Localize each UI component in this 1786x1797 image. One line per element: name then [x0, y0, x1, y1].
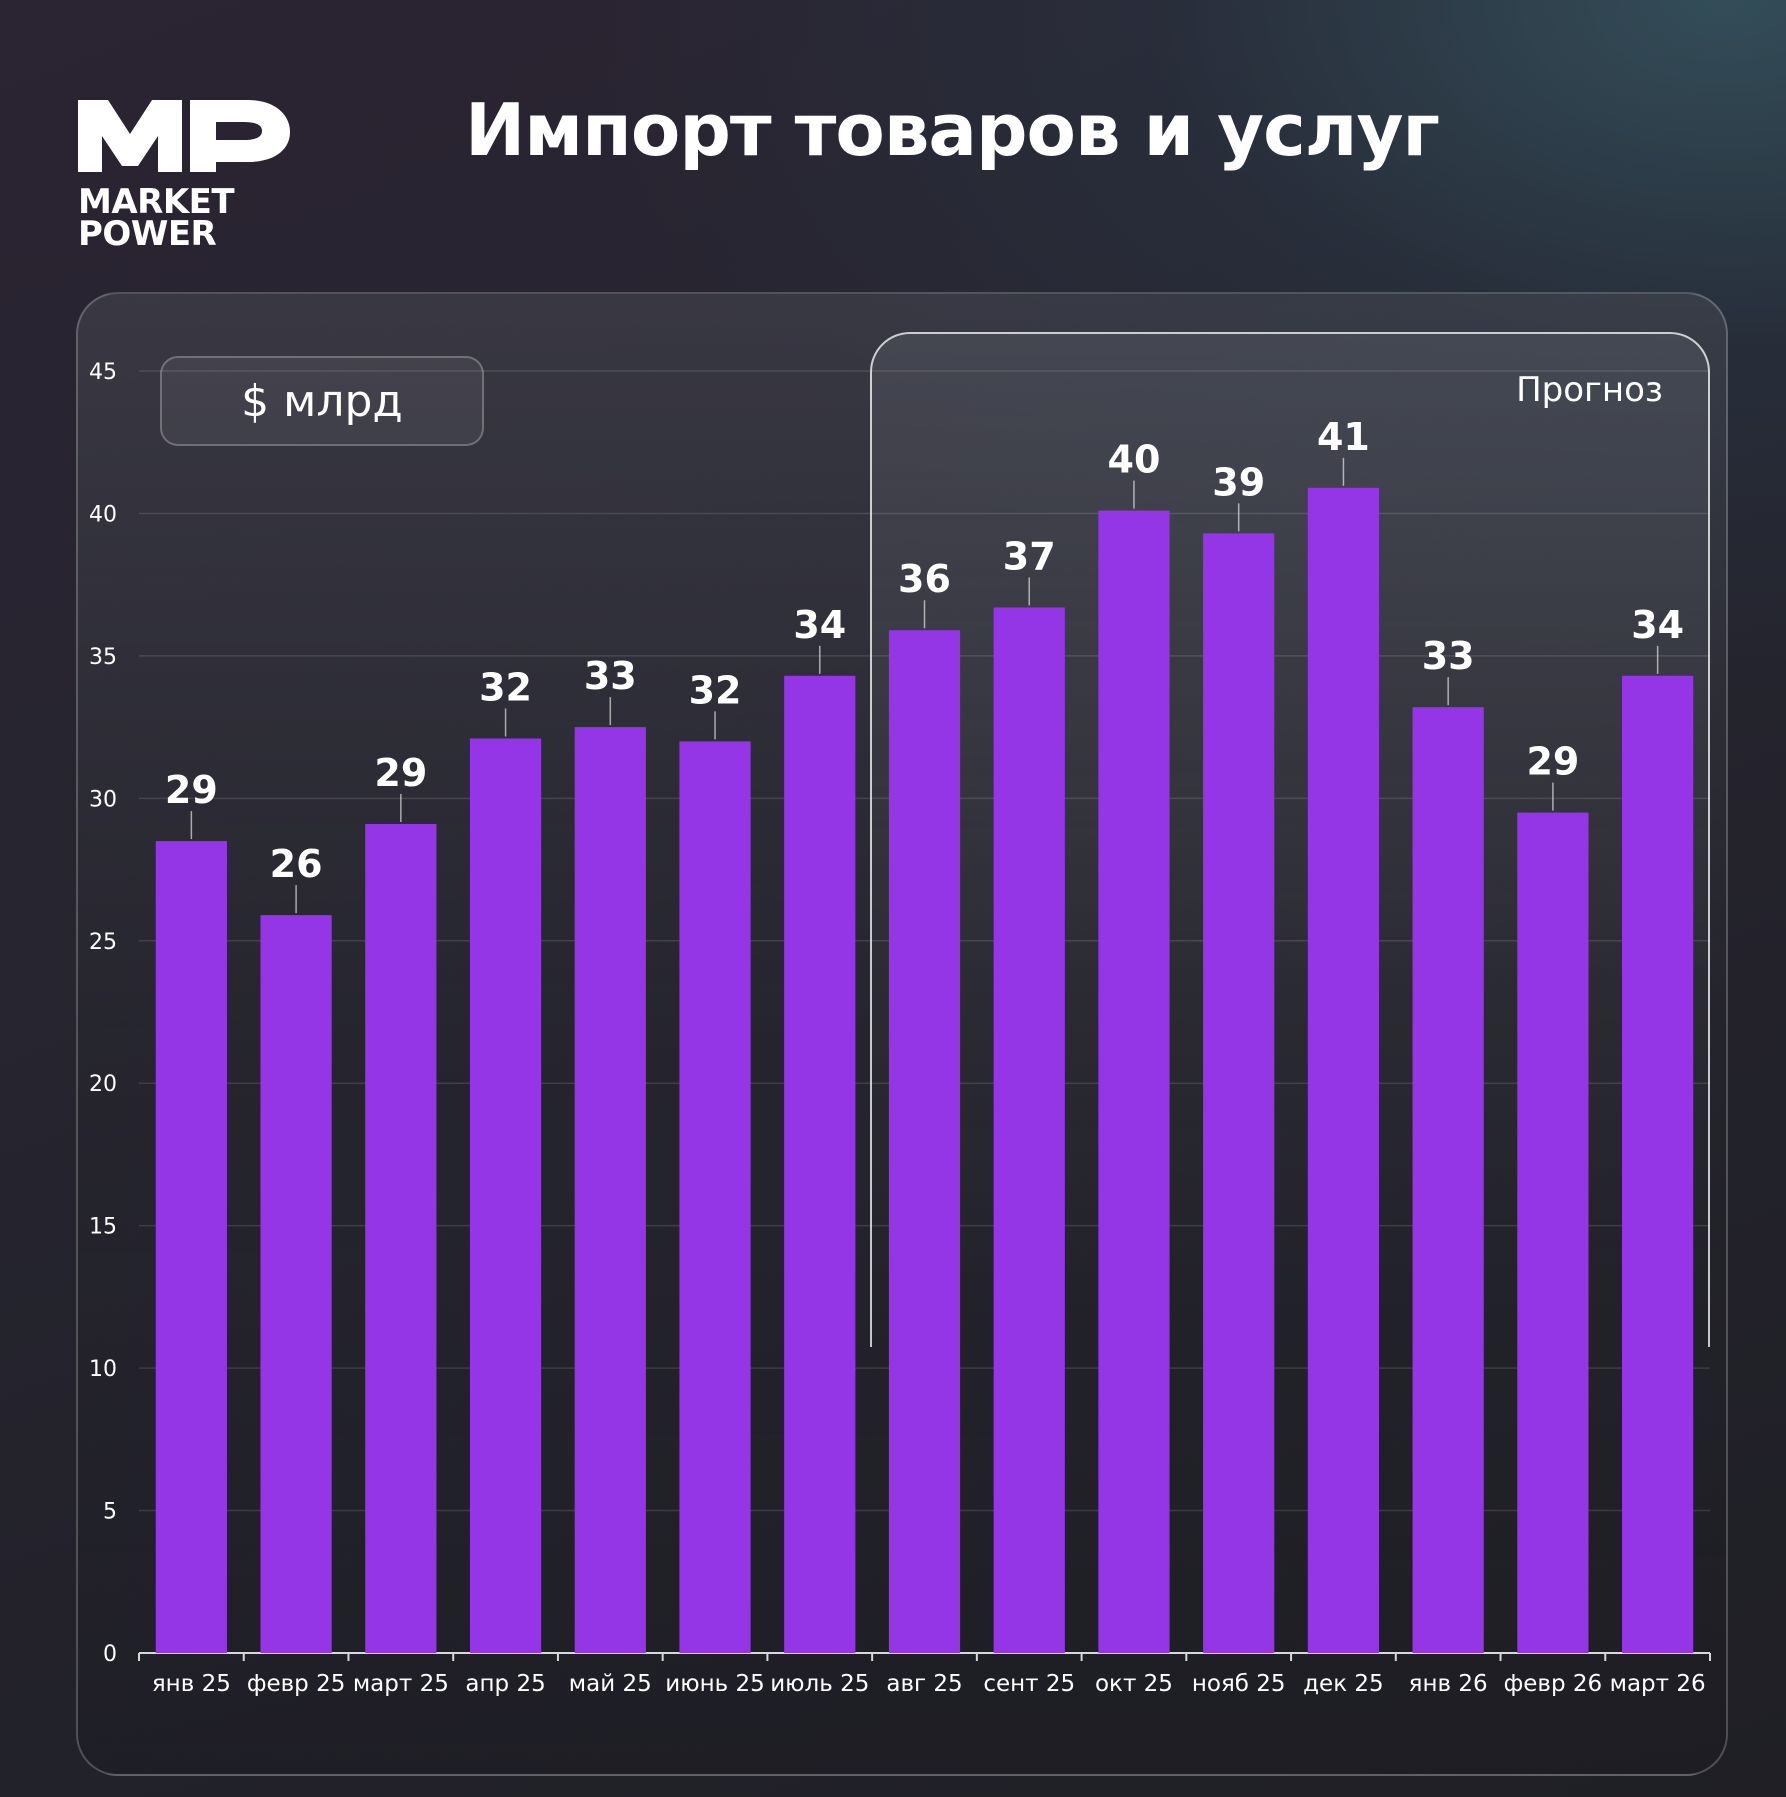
bar — [888, 630, 961, 1653]
data-label: 41 — [1317, 415, 1370, 459]
data-label: 29 — [165, 768, 218, 812]
bar — [1203, 533, 1275, 1653]
bar — [574, 727, 646, 1653]
bar — [1307, 487, 1380, 1653]
data-label: 32 — [479, 666, 532, 710]
x-tick-label: авг 25 — [886, 1671, 962, 1697]
data-label: 26 — [270, 842, 323, 886]
data-label: 34 — [1631, 603, 1684, 647]
y-tick-label: 5 — [103, 1500, 117, 1525]
bar — [1412, 707, 1484, 1653]
logo-text-power: POWER — [78, 214, 217, 254]
x-tick-label: янв 26 — [1409, 1671, 1488, 1697]
market-power-logo: MARKET POWER — [78, 100, 298, 254]
bar — [365, 823, 437, 1653]
data-label: 34 — [793, 603, 846, 647]
data-label: 32 — [689, 668, 742, 712]
mp-logo-mark — [78, 100, 290, 172]
bar — [1098, 510, 1170, 1653]
x-tick-label: март 26 — [1610, 1671, 1706, 1697]
y-tick-label: 45 — [89, 360, 117, 385]
y-tick-label: 20 — [89, 1072, 117, 1097]
x-tick-label: дек 25 — [1303, 1671, 1384, 1697]
bar — [155, 841, 227, 1653]
bar — [260, 915, 332, 1653]
chart-title: Импорт товаров и услуг — [465, 88, 1440, 172]
y-tick-label: 25 — [89, 930, 117, 955]
x-tick-label: июль 25 — [770, 1671, 869, 1697]
data-label: 29 — [1526, 740, 1579, 784]
x-tick-label: март 25 — [353, 1671, 449, 1697]
x-tick-label: февр 26 — [1504, 1671, 1603, 1697]
y-tick-label: 0 — [103, 1642, 117, 1667]
x-tick-label: февр 25 — [247, 1671, 346, 1697]
data-label: 37 — [1003, 534, 1056, 578]
x-tick-label: окт 25 — [1095, 1671, 1173, 1697]
bar — [784, 675, 856, 1653]
unit-label-box: $ млрд — [160, 356, 484, 446]
x-tick-label: янв 25 — [152, 1671, 231, 1697]
forecast-label: Прогноз — [1516, 370, 1663, 410]
x-tick-label: май 25 — [569, 1671, 652, 1697]
bar — [469, 738, 542, 1653]
bar — [993, 607, 1065, 1653]
bar — [679, 741, 751, 1653]
data-label: 39 — [1212, 460, 1265, 504]
data-label: 36 — [898, 557, 951, 601]
bar — [1622, 675, 1694, 1653]
data-label: 40 — [1108, 438, 1161, 482]
logo-text-market: MARKET — [78, 182, 235, 222]
y-tick-label: 40 — [89, 502, 117, 527]
y-tick-label: 35 — [89, 645, 117, 670]
x-tick-label: апр 25 — [465, 1671, 545, 1697]
y-tick-label: 10 — [89, 1357, 117, 1382]
data-label: 33 — [584, 654, 637, 698]
bar — [1517, 812, 1589, 1653]
x-tick-label: сент 25 — [983, 1671, 1075, 1697]
y-tick-label: 15 — [89, 1215, 117, 1240]
y-tick-label: 30 — [89, 787, 117, 812]
x-tick-label: нояб 25 — [1192, 1671, 1286, 1697]
x-tick-label: июнь 25 — [665, 1671, 764, 1697]
unit-label: $ млрд — [241, 375, 403, 427]
data-label: 29 — [374, 751, 427, 795]
data-label: 33 — [1422, 634, 1475, 678]
